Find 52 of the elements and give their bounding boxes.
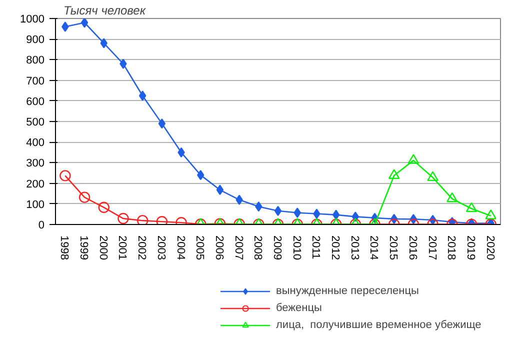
y-tick-label: 700 [26,75,45,88]
x-tick-label: 2000 [96,236,109,260]
x-tick-label: 2007 [232,236,244,260]
y-tick-label: 400 [26,137,45,150]
point [427,171,438,182]
x-tick-label: 2014 [368,236,380,260]
y-tick-label: 500 [26,116,45,128]
x-tick-label: 2015 [387,236,400,260]
y-tick-label: 900 [26,34,45,46]
x-tick-label: 2004 [174,236,186,260]
x-tick-label: 2011 [310,236,322,260]
y-tick-label: 0 [38,220,45,232]
x-tick-label: 2018 [445,236,458,260]
x-tick-label: 2008 [252,236,264,260]
x-tick-label: 2010 [290,236,302,260]
point [138,90,146,101]
x-tick-label: 2002 [136,236,148,260]
y-tick-label: 200 [26,178,45,190]
x-tick-label: 2013 [348,236,360,260]
y-tick-label: 800 [26,54,45,67]
y-axis-title: Тысяч человек [64,4,147,18]
point [446,192,458,202]
point [466,202,478,212]
x-tick-label: 2017 [426,236,438,260]
point [80,18,88,28]
point [388,169,400,179]
point [136,214,148,224]
x-tick-label: 2003 [154,236,167,260]
x-tick-label: 2019 [464,236,476,260]
y-tick-label: 600 [26,96,45,108]
point [62,22,69,32]
x-tick-label: 1998 [58,236,70,260]
point [120,58,127,69]
legend-label: беженцы [276,301,322,315]
x-tick-label: 2005 [194,236,206,260]
y-tick-label: 1000 [20,14,45,26]
point [178,147,185,158]
legend-label: лица, получившие временное убежище [276,318,482,332]
y-tick-label: 300 [26,158,45,170]
legend-label: вынужденные переселенцы [276,284,419,298]
x-tick-label: 1999 [78,236,90,260]
point [158,118,166,129]
y-tick-label: 100 [26,198,45,211]
x-tick-label: 2009 [271,236,283,260]
point [408,154,420,164]
x-tick-label: 2001 [116,236,128,260]
x-tick-label: 2012 [329,236,342,260]
x-tick-label: 2020 [484,236,496,260]
x-tick-label: 2016 [406,236,418,260]
point [100,38,108,48]
x-tick-label: 2006 [212,236,225,260]
point [485,209,496,220]
